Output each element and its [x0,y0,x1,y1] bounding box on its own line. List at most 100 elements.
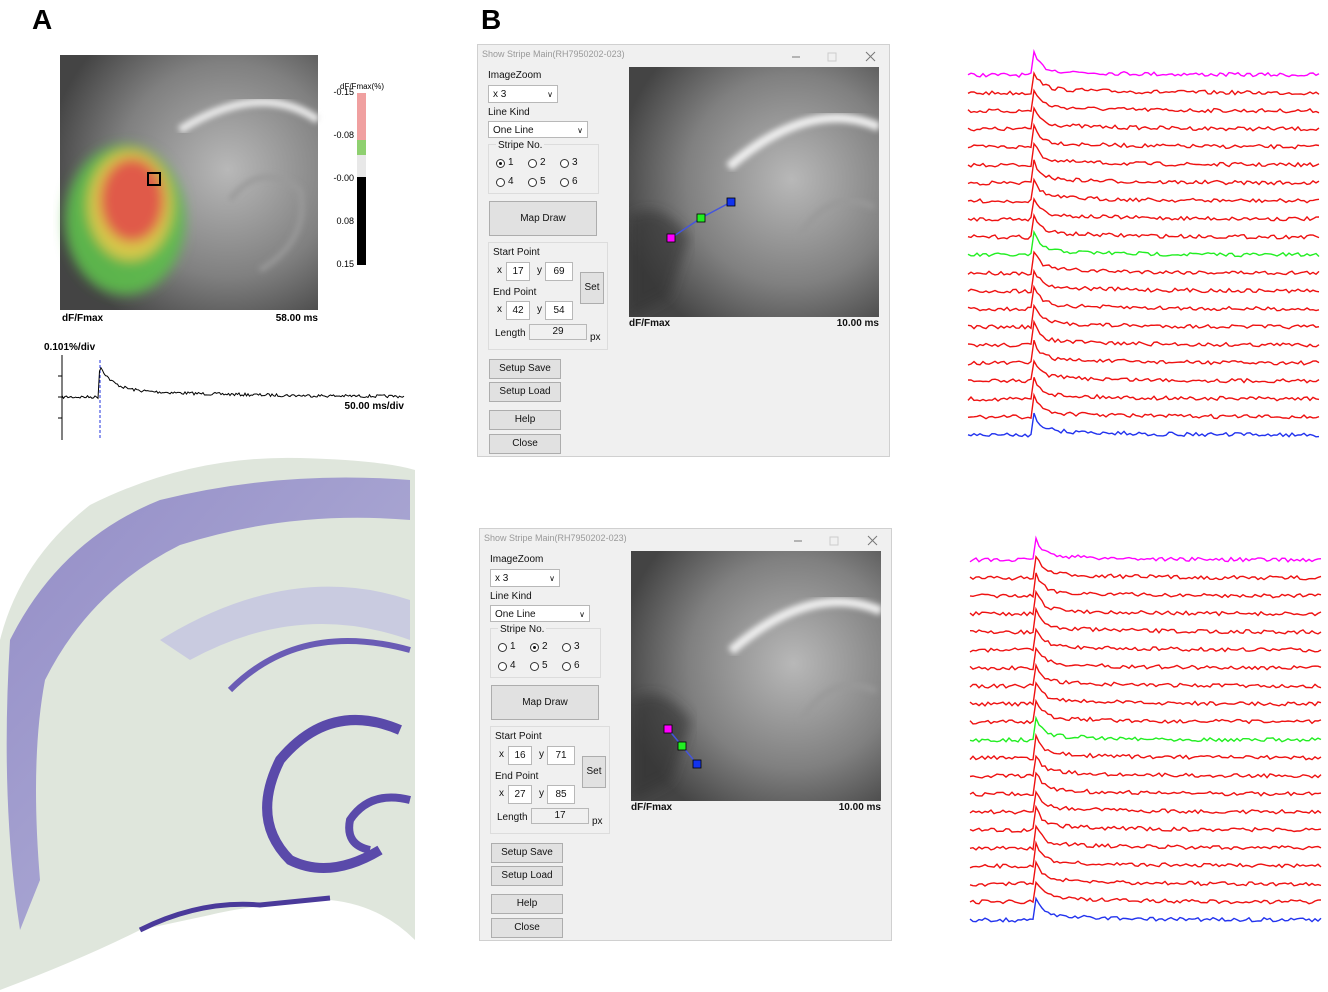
colorbar-tick: 0.08 [336,216,354,226]
radio-button[interactable] [528,178,537,187]
label: ImageZoom [488,70,542,81]
button[interactable]: Help [489,410,561,430]
stripe-trace [967,319,1320,348]
stripe-trace [969,804,1322,833]
radio-button[interactable] [498,662,507,671]
brain-structure [796,198,876,239]
brain-structure [728,597,881,655]
text-field: 17 [531,808,589,824]
stripe-marker [726,197,736,207]
label: Line Kind [488,107,530,118]
radio-label: 5 [540,176,546,187]
label: x [497,265,502,276]
stripe-trace [969,754,1322,779]
image-caption: 10.00 ms [838,802,881,813]
label: End Point [495,771,539,782]
brain-image [629,67,879,317]
colorbar [357,93,366,140]
label: End Point [493,287,537,298]
button[interactable]: Map Draw [489,201,597,236]
radio-button[interactable] [560,159,569,168]
button[interactable]: Setup Load [489,382,561,402]
stripe-marker [696,213,706,223]
label: x [497,304,502,315]
label: x [499,749,504,760]
radio-label: 6 [574,660,580,671]
button[interactable]: Help [491,894,563,914]
colorbar-title: dF/Fmax(%) [340,82,384,91]
image-caption: 10.00 ms [836,318,879,329]
combo-arrow: ∨ [547,90,553,99]
stripe-trace [967,70,1320,96]
stripe-trace [967,212,1320,240]
radio-button[interactable] [560,178,569,187]
stripe-trace [969,880,1322,905]
text-field: 29 [529,324,587,340]
histology-band [160,586,410,660]
signal-trace [61,366,405,400]
brain-structure [177,98,321,134]
stripe-trace [969,589,1322,617]
stripe-trace [967,177,1320,204]
radio-button[interactable] [530,643,539,652]
stripe-trace [967,196,1320,222]
window-controls[interactable] [790,50,880,64]
text-field: 42 [506,301,530,320]
label: y [539,749,544,760]
label: px [590,332,601,343]
radio-button[interactable] [496,178,505,187]
stripe-trace [969,732,1322,761]
radio-button[interactable] [496,159,505,168]
button[interactable]: Close [491,918,563,938]
stripe-marker [692,759,702,769]
radio-label: 4 [508,176,514,187]
stripe-trace [969,646,1322,671]
stripe-trace [967,122,1320,150]
button[interactable]: Setup Save [491,843,563,863]
radio-button[interactable] [498,643,507,652]
radio-button[interactable] [562,662,571,671]
text-field: 16 [508,746,532,765]
map-caption: dF/Fmax [62,313,104,324]
button[interactable]: Setup Load [491,866,563,886]
group-box [490,726,610,834]
radio-label: 3 [574,641,580,652]
stripe-trace [969,824,1322,851]
combo-box[interactable]: One Line ∨ [490,605,590,622]
label: Length [495,328,526,339]
stripe-trace [967,339,1320,366]
brain-structure [726,113,879,171]
heatmap [65,145,185,295]
stripe-trace [969,698,1322,725]
radio-button[interactable] [530,662,539,671]
radio-button[interactable] [562,643,571,652]
button[interactable]: Map Draw [491,685,599,720]
stripe-trace [967,141,1320,168]
label: px [592,816,603,827]
label: Line Kind [490,591,532,602]
combo-box[interactable]: One Line ∨ [488,121,588,138]
text-field: 85 [547,785,575,804]
stripe-trace [969,681,1322,707]
button[interactable]: Set [582,756,606,788]
window-controls[interactable] [792,534,882,548]
button[interactable]: Set [580,272,604,304]
radio-button[interactable] [528,159,537,168]
stripe-marker [677,741,687,751]
label: Length [497,812,528,823]
radio-label: 5 [542,660,548,671]
stripe-marker [663,724,673,734]
combo-box[interactable]: x 3 ∨ [488,85,558,103]
button[interactable]: Setup Save [489,359,561,379]
combo-arrow: ∨ [579,610,585,619]
stripe-trace [969,662,1322,689]
image-caption: dF/Fmax [631,802,673,813]
button[interactable]: Close [489,434,561,454]
text-field: 17 [506,262,530,281]
label: Start Point [495,731,542,742]
stripe-trace [969,771,1322,797]
stripe-trace [967,250,1320,276]
combo-box[interactable]: x 3 ∨ [490,569,560,587]
radio-label: 2 [540,157,546,168]
